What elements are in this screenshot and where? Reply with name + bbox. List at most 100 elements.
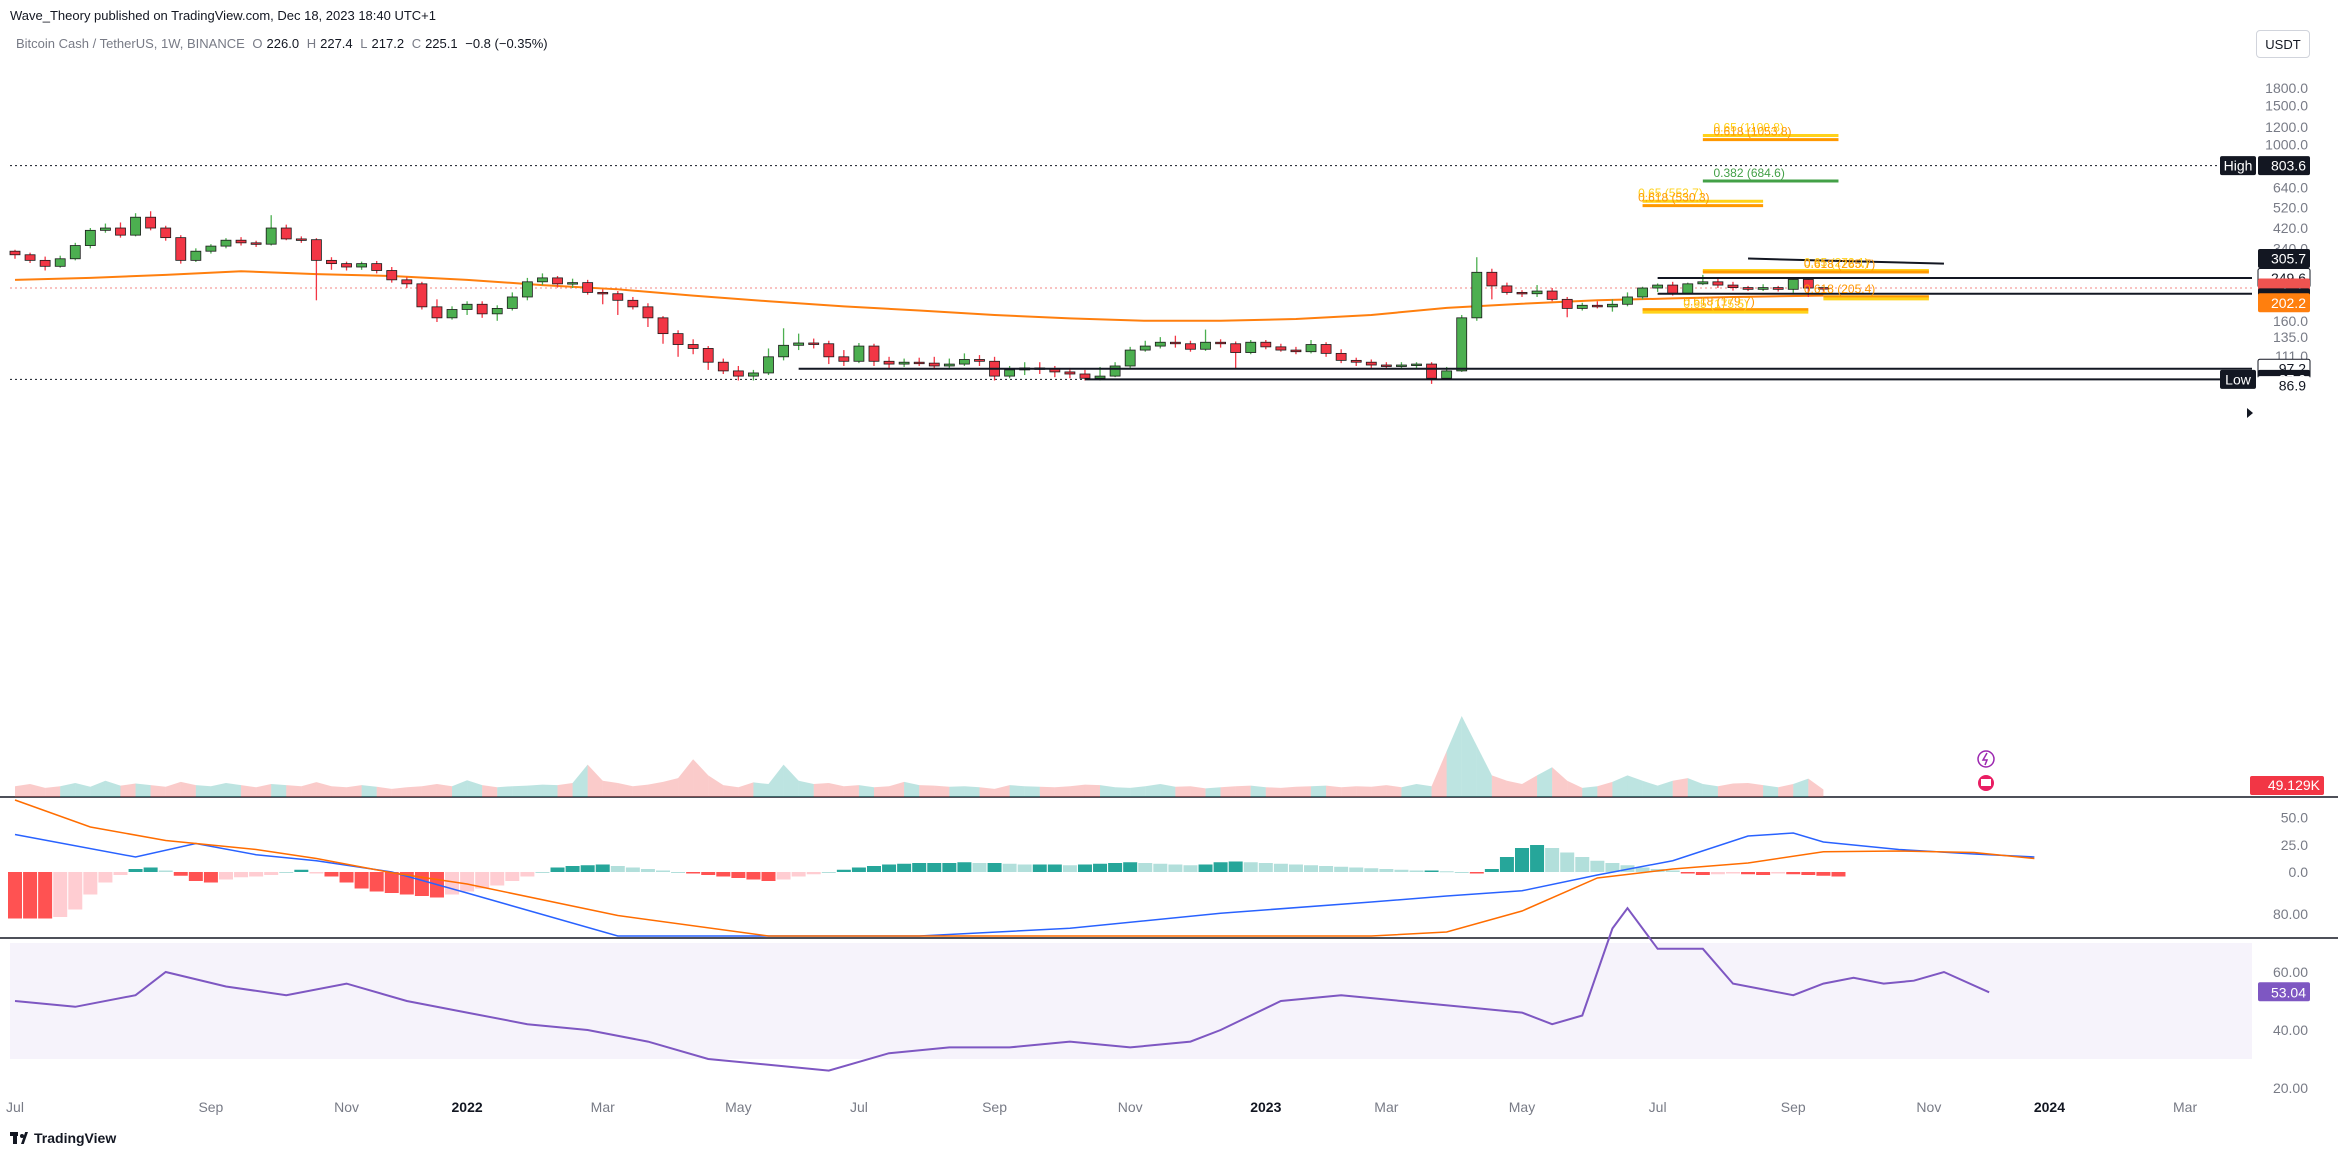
volume-segment xyxy=(421,784,437,797)
macd-bar xyxy=(53,872,68,917)
volume-segment xyxy=(1642,780,1658,797)
macd-pane: 50.0 25.0 0.0 xyxy=(8,799,2308,937)
volume-segment xyxy=(1311,785,1327,797)
bearish-candle xyxy=(627,299,639,308)
bearish-candle xyxy=(974,359,985,362)
bearish-candle xyxy=(235,239,247,244)
bullish-candle xyxy=(898,361,910,365)
volume-segment xyxy=(1009,785,1025,797)
bullish-candle xyxy=(491,308,503,315)
macd-bar xyxy=(1710,872,1725,875)
bearish-candle xyxy=(1064,371,1076,375)
bearish-candle xyxy=(1516,291,1528,295)
rsi-line xyxy=(14,906,1990,1072)
volume-segment xyxy=(1763,785,1779,797)
price-tick-label: 420.0 xyxy=(2273,220,2308,236)
bearish-candle xyxy=(1501,285,1513,293)
price-tag xyxy=(2220,156,2256,176)
volume-segment xyxy=(301,782,317,797)
volume-segment xyxy=(1416,784,1432,797)
price-tag xyxy=(2258,376,2310,396)
macd-bar xyxy=(550,867,565,872)
price-tick-label: 1000.0 xyxy=(2265,137,2308,153)
fib-label: 0.618 (179.7) xyxy=(1683,295,1754,309)
volume-segment xyxy=(361,785,377,797)
macd-bar xyxy=(806,872,821,875)
macd-tick-label: 50.0 xyxy=(2281,810,2308,826)
tradingview-logo-text: TradingView xyxy=(34,1130,117,1146)
macd-bar xyxy=(1364,868,1379,872)
volume-segment xyxy=(436,784,453,797)
volume-segment xyxy=(904,781,920,797)
volume-segment xyxy=(1054,786,1070,797)
symbol-name[interactable]: Bitcoin Cash / TetherUS, 1W, BINANCE xyxy=(16,36,245,51)
volume-segment xyxy=(828,782,844,797)
macd-bar xyxy=(1138,863,1153,872)
bullish-candle xyxy=(1456,317,1468,372)
bullish-candle xyxy=(1607,303,1618,308)
price-tag-label: 305.7 xyxy=(2271,251,2306,267)
low-label: L xyxy=(360,36,368,51)
macd-bar xyxy=(113,872,128,875)
volume-segment xyxy=(1597,781,1613,797)
macd-bar xyxy=(656,870,671,872)
volume-segment xyxy=(316,782,332,797)
volume-segment xyxy=(708,775,724,797)
volume-segment xyxy=(678,759,694,797)
macd-bar xyxy=(942,863,957,872)
price-tick-label: 520.0 xyxy=(2273,199,2308,215)
support-resistance-line xyxy=(1748,257,1944,265)
macd-bar xyxy=(309,872,324,874)
volume-segment xyxy=(768,764,784,797)
volume-value-label: 49.129K xyxy=(2268,777,2321,793)
volume-segment xyxy=(1145,784,1161,797)
macd-bar xyxy=(1499,857,1514,872)
macd-bar xyxy=(1273,863,1288,872)
macd-bar xyxy=(1816,872,1831,876)
bearish-candle xyxy=(642,306,654,319)
macd-bar xyxy=(686,872,701,874)
volume-segment xyxy=(1295,786,1312,797)
bearish-candle xyxy=(1818,287,1829,290)
macd-bar xyxy=(294,869,309,872)
bullish-candle xyxy=(763,356,774,374)
volume-segment xyxy=(572,764,588,797)
macd-bar xyxy=(490,872,505,886)
bearish-candle xyxy=(1486,271,1498,287)
macd-bar xyxy=(927,863,942,872)
bullish-candle xyxy=(853,345,865,362)
macd-bar xyxy=(1786,872,1801,875)
macd-bar xyxy=(264,872,279,875)
macd-bar xyxy=(158,870,173,872)
bullish-candle xyxy=(1139,345,1151,351)
macd-bar xyxy=(791,872,806,877)
bullish-candle xyxy=(1622,296,1633,305)
time-axis: Jul Sep Nov 2022 Mar May Jul Sep Nov 2023 Mar May Ju… xyxy=(6,1099,2197,1115)
bullish-candle xyxy=(1576,304,1588,309)
volume-segment xyxy=(1672,778,1688,797)
volume-segment xyxy=(1808,778,1824,797)
symbol-legend[interactable]: Bitcoin Cash / TetherUS, 1W, BINANCE O 22… xyxy=(16,36,552,51)
bearish-candle xyxy=(1335,352,1347,361)
bullish-candle xyxy=(54,258,66,267)
bullish-candle xyxy=(748,372,759,377)
macd-bar xyxy=(414,872,429,896)
macd-bar xyxy=(1123,862,1138,872)
macd-bar xyxy=(1590,860,1605,872)
fib-label: 0.382 (684.6) xyxy=(1713,166,1784,180)
tradingview-logo[interactable]: TradingView xyxy=(10,1130,116,1146)
volume-segment xyxy=(195,785,211,797)
bullish-candle xyxy=(1396,364,1407,367)
bullish-candle xyxy=(1109,365,1121,377)
bullish-candle xyxy=(1697,281,1709,285)
volume-segment xyxy=(225,782,242,797)
bearish-candle xyxy=(431,306,443,319)
rsi-band xyxy=(10,943,2252,1059)
volume-segment xyxy=(979,787,995,797)
macd-bar xyxy=(1228,861,1243,872)
price-tick-label: 1500.0 xyxy=(2265,98,2308,114)
volume-segment xyxy=(1371,785,1387,797)
currency-button[interactable]: USDT xyxy=(2256,30,2310,58)
bearish-candle xyxy=(597,291,609,295)
macd-bar xyxy=(746,872,761,880)
